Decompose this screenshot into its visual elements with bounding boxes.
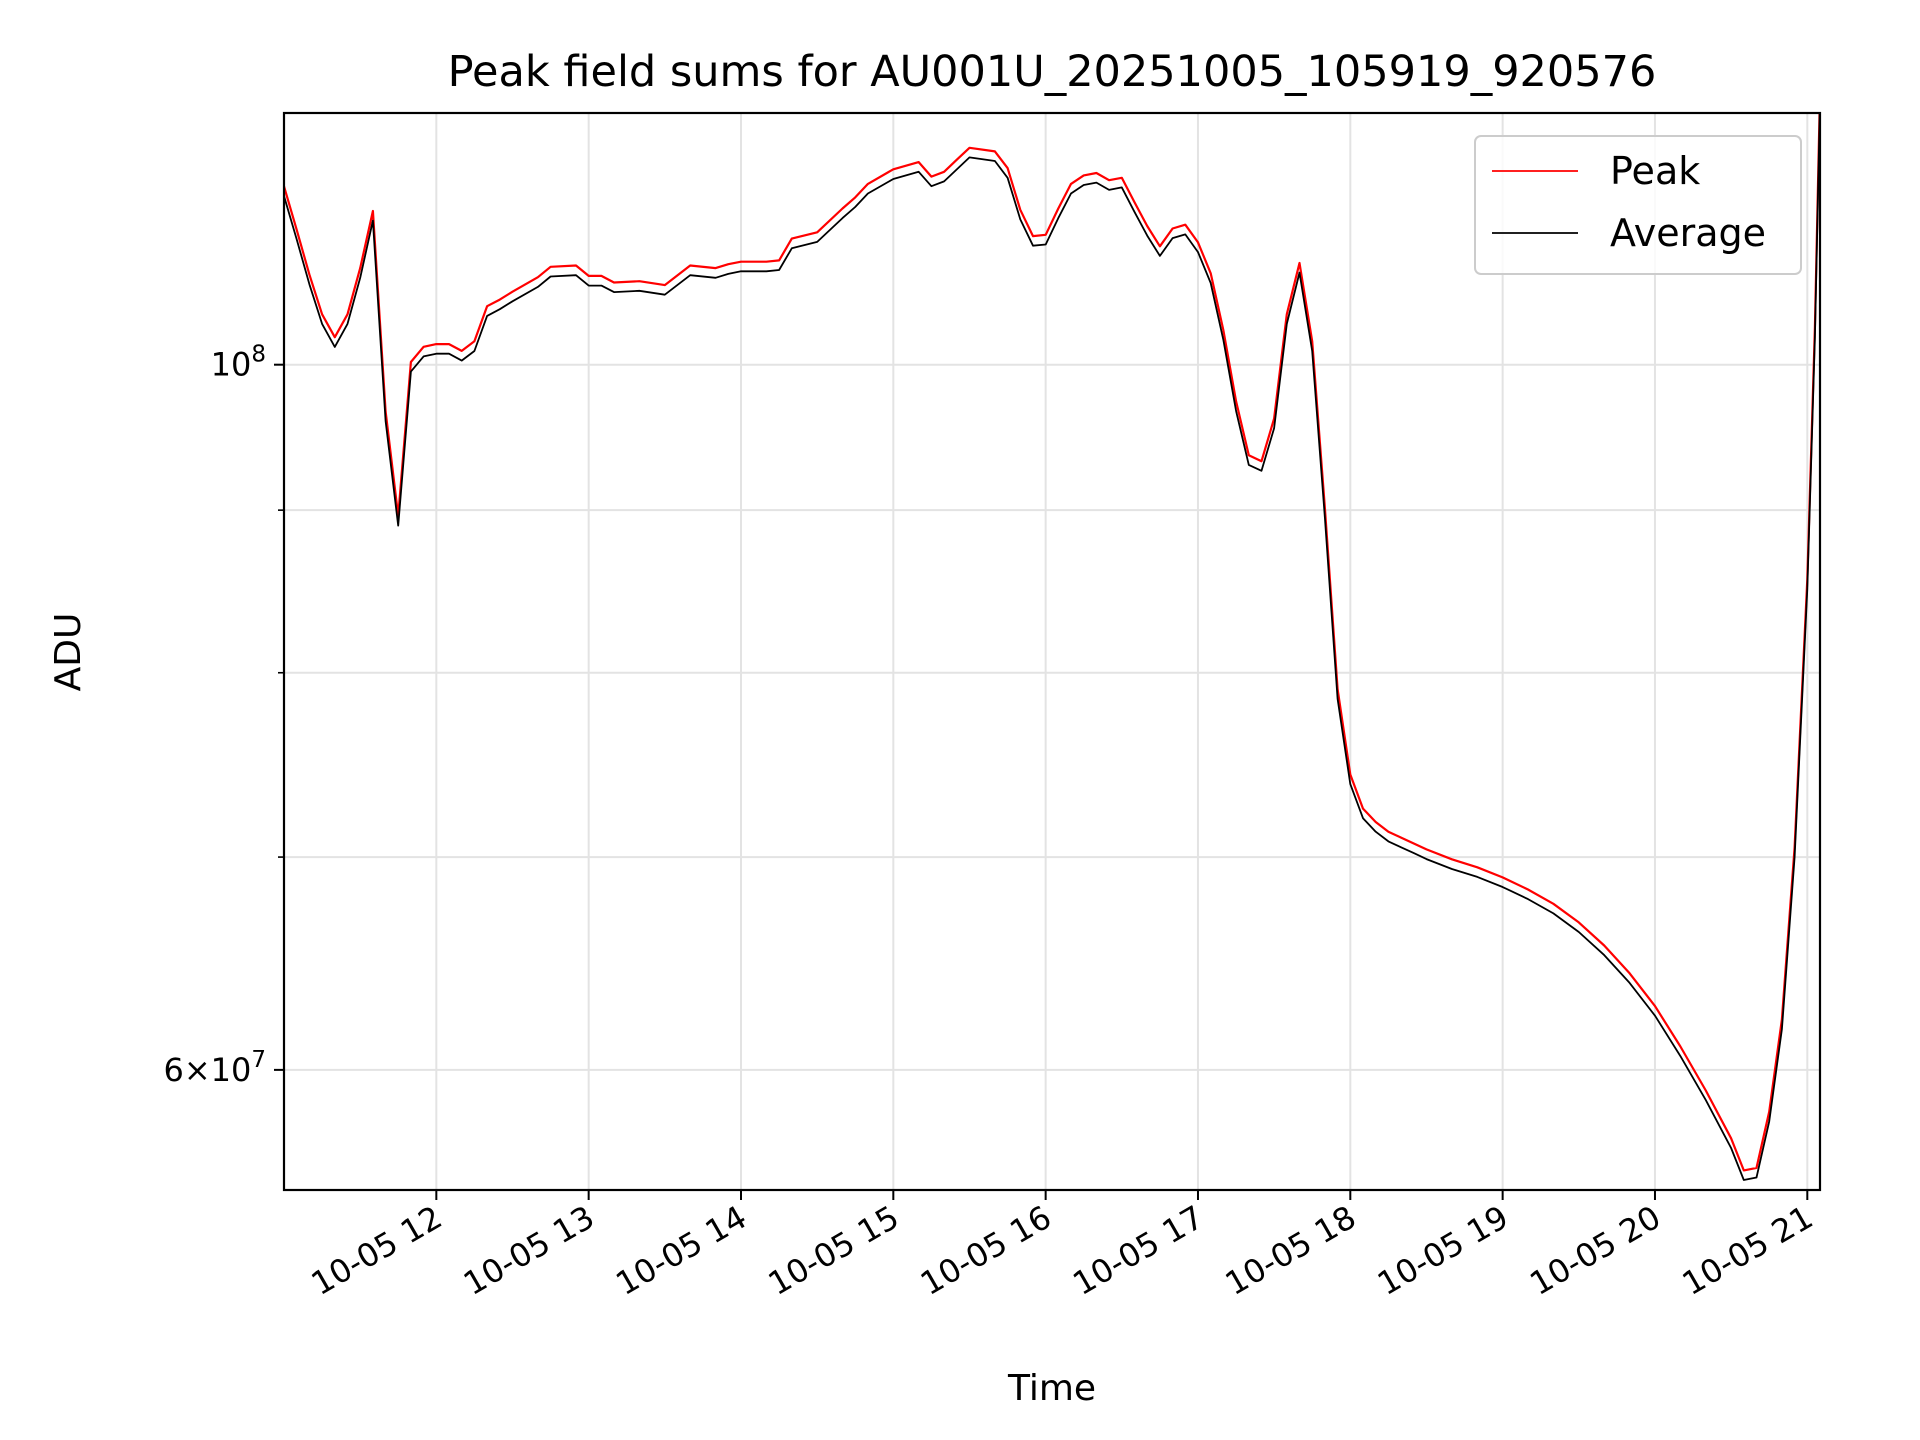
x-axis-title: Time bbox=[1007, 1368, 1096, 1409]
series-average-line bbox=[284, 113, 1820, 1181]
legend-peak-label: Peak bbox=[1610, 149, 1700, 193]
legend: Peak Average bbox=[1474, 135, 1802, 275]
series-peak-line bbox=[284, 113, 1820, 1172]
y-tick-label: 108 bbox=[211, 342, 266, 384]
y-tick-label: 6×107 bbox=[163, 1047, 266, 1089]
plot-frame bbox=[282, 111, 1822, 1192]
y-axis: 108 6×107 bbox=[163, 342, 284, 1089]
plot-area bbox=[284, 113, 1820, 1181]
legend-average-label: Average bbox=[1610, 211, 1766, 255]
y-axis-title: ADU bbox=[48, 613, 89, 692]
chart-title: Peak field sums for AU001U_20251005_1059… bbox=[448, 47, 1657, 97]
grid bbox=[284, 113, 1820, 1190]
